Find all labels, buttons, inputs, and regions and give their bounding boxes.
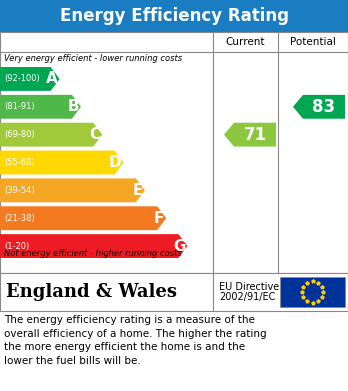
Text: Very energy efficient - lower running costs: Very energy efficient - lower running co… bbox=[4, 54, 182, 63]
Text: E: E bbox=[133, 183, 143, 198]
Text: F: F bbox=[154, 211, 164, 226]
Text: 71: 71 bbox=[244, 126, 267, 143]
Text: EU Directive: EU Directive bbox=[219, 282, 279, 292]
Text: D: D bbox=[109, 155, 121, 170]
Bar bbox=[280, 277, 345, 307]
Text: The energy efficiency rating is a measure of the
overall efficiency of a home. T: The energy efficiency rating is a measur… bbox=[4, 315, 267, 366]
Text: C: C bbox=[89, 127, 100, 142]
Text: Current: Current bbox=[226, 37, 265, 47]
Text: G: G bbox=[173, 239, 185, 254]
Text: (92-100): (92-100) bbox=[4, 74, 40, 83]
Text: (39-54): (39-54) bbox=[4, 186, 34, 195]
Polygon shape bbox=[0, 123, 102, 147]
Polygon shape bbox=[0, 67, 60, 91]
Polygon shape bbox=[293, 95, 345, 119]
Text: (21-38): (21-38) bbox=[4, 214, 35, 223]
Bar bbox=[0, 32, 348, 273]
Text: (69-80): (69-80) bbox=[4, 130, 35, 139]
Text: 2002/91/EC: 2002/91/EC bbox=[219, 292, 275, 302]
Text: England & Wales: England & Wales bbox=[6, 283, 177, 301]
Polygon shape bbox=[0, 234, 188, 258]
Polygon shape bbox=[224, 123, 276, 147]
Bar bbox=[0, 0, 348, 32]
Polygon shape bbox=[0, 95, 81, 119]
Polygon shape bbox=[0, 206, 166, 230]
Text: (55-68): (55-68) bbox=[4, 158, 35, 167]
Text: Energy Efficiency Rating: Energy Efficiency Rating bbox=[60, 7, 288, 25]
Text: (1-20): (1-20) bbox=[4, 242, 29, 251]
Text: 83: 83 bbox=[313, 98, 335, 116]
Polygon shape bbox=[0, 151, 124, 174]
Text: A: A bbox=[46, 72, 58, 86]
Text: Potential: Potential bbox=[290, 37, 336, 47]
Text: Not energy efficient - higher running costs: Not energy efficient - higher running co… bbox=[4, 249, 182, 258]
Bar bbox=[0, 273, 348, 311]
Text: B: B bbox=[67, 99, 79, 114]
Polygon shape bbox=[0, 178, 145, 202]
Text: (81-91): (81-91) bbox=[4, 102, 34, 111]
